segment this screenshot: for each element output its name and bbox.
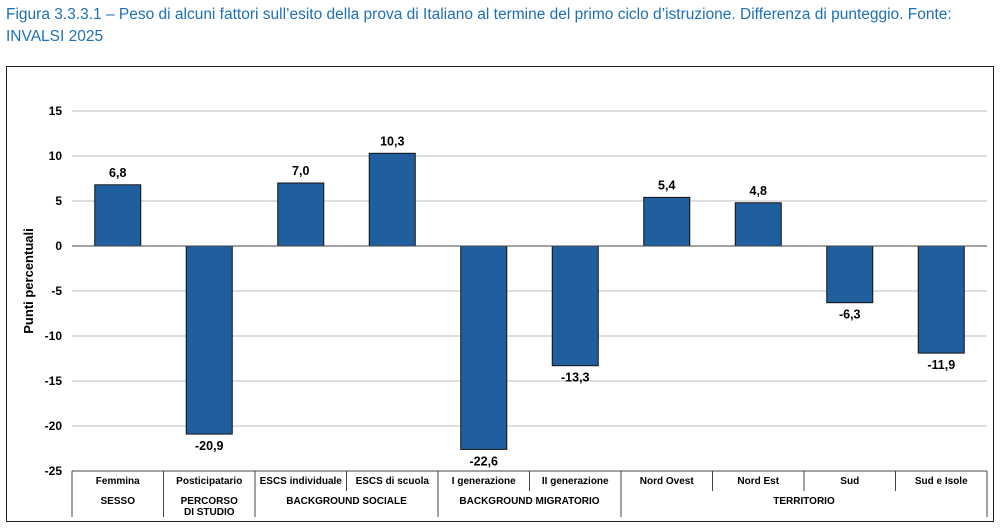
group-label: TERRITORIO [773,496,835,507]
y-tick-label: 15 [49,104,63,118]
bar [277,182,325,247]
x-tick-label: Nord Ovest [640,476,695,487]
data-label: 10,3 [380,134,404,148]
bar [551,245,599,367]
bar [185,245,233,435]
data-label: -22,6 [470,454,499,468]
data-label: 7,0 [292,164,309,178]
data-label: -11,9 [927,358,955,372]
group-label: PERCORSO DI STUDIO [181,496,238,518]
group-label: BACKGROUND MIGRATORIO [459,496,599,507]
x-tick-label: Sud e Isole [915,476,968,487]
data-label: 4,8 [750,184,767,198]
y-tick-label: -5 [51,284,62,298]
data-label: -20,9 [195,439,224,453]
x-tick-label: ESCS di scuola [356,476,430,487]
chart-frame: 15 10 5 0 -5 -10 -15 -20 -25 Punti percentuali 6… [6,66,994,522]
x-tick-label: Sud [840,476,859,487]
y-tick-label: -10 [45,329,63,343]
bar [734,202,782,247]
data-label: -13,3 [561,371,590,385]
bar [826,245,874,304]
bar-chart: 15 10 5 0 -5 -10 -15 -20 -25 Punti percentuali 6… [21,104,988,518]
y-tick-label: -15 [45,374,63,388]
x-tick-label: Nord Est [737,476,779,487]
x-tick-label: Posticipatario [176,476,242,487]
group-label: SESSO [101,496,136,507]
x-tick-label: Femmina [96,476,140,487]
y-tick-label: -20 [45,419,63,433]
x-tick-label: ESCS individuale [260,476,343,487]
x-tick-label: I generazione [452,476,516,487]
x-tick-label: II generazione [542,476,609,487]
data-labels: 6,8 -20,9 7,0 10,3 -22,6 -13,3 5,4 4,8 -6,3 -11,9 [109,134,955,468]
data-label: -6,3 [839,308,861,322]
data-label: 5,4 [658,178,675,192]
data-label: 6,8 [109,166,126,180]
figure-caption: Figura 3.3.3.1 – Peso di alcuni fattori … [6,6,952,45]
x-axis: Femmina Posticipatario ESCS individuale ESC… [71,245,988,518]
y-tick-label: -25 [45,464,63,478]
bar [94,184,142,247]
y-tick-label: 0 [55,239,62,253]
bar [643,196,691,247]
bar [460,245,508,450]
y-tick-label: 5 [55,194,62,208]
bar [368,152,416,247]
group-label: BACKGROUND SOCIALE [286,496,407,507]
y-axis-label: Punti percentuali [21,228,36,333]
bar [917,245,965,354]
y-axis-ticks: 15 10 5 0 -5 -10 -15 -20 -25 [45,104,63,478]
y-tick-label: 10 [49,149,63,163]
bars [94,152,965,450]
